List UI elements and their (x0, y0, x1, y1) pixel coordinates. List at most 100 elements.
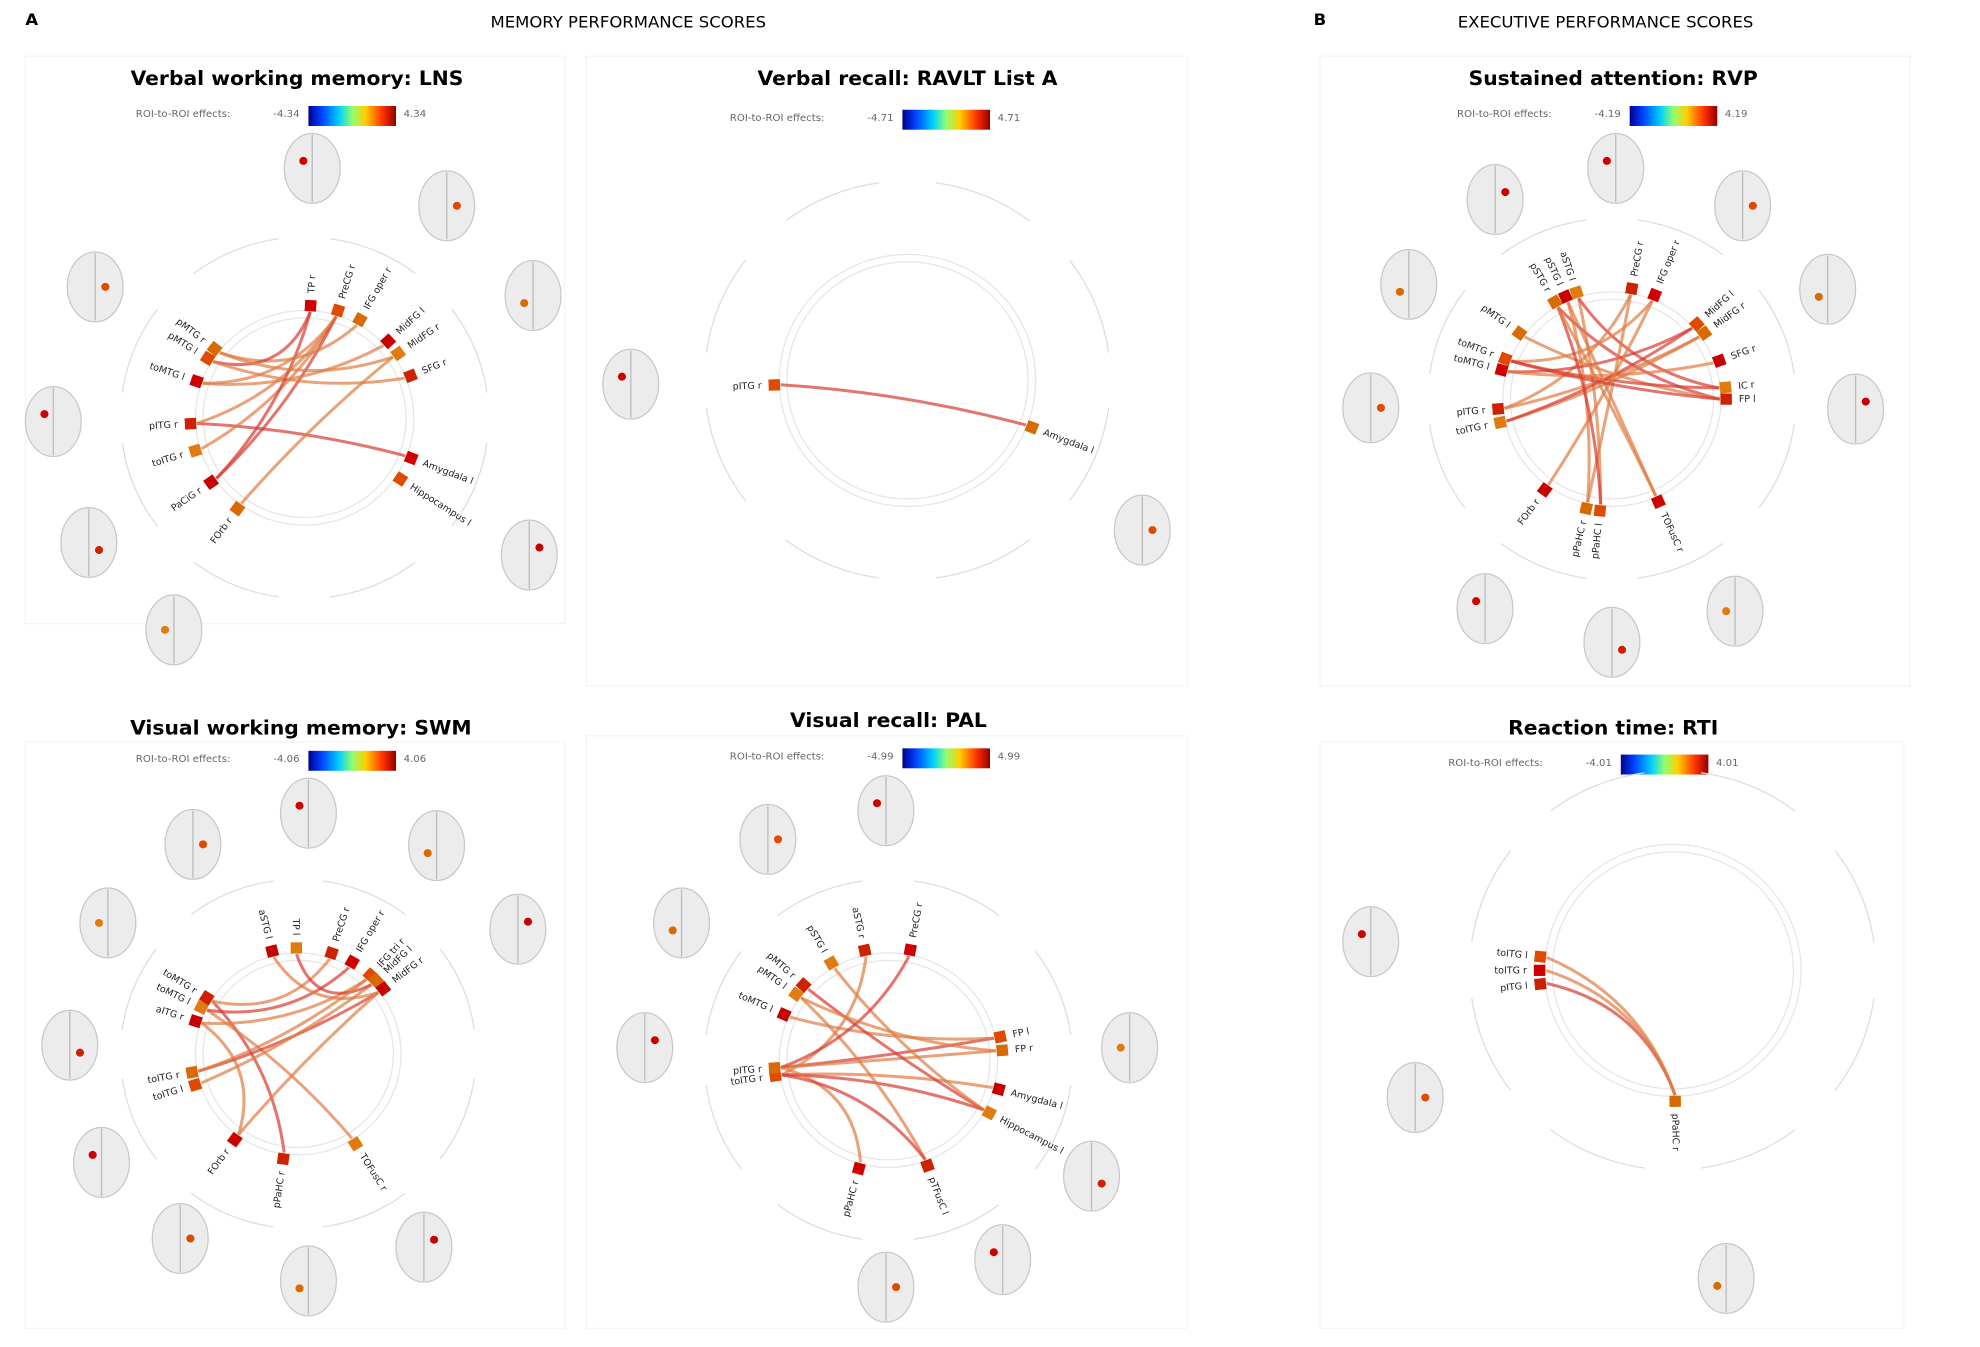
brain-icon (1697, 1242, 1755, 1314)
roi-node (1696, 325, 1713, 341)
colorbar-label: ROI-to-ROI effects: (136, 754, 231, 765)
brain-icon (1587, 132, 1645, 204)
connection (211, 958, 331, 1006)
brain-icon (504, 260, 562, 332)
brain-dot (160, 625, 170, 634)
outer-arc (1471, 998, 1512, 1091)
connectome-plot: Verbal working memory: LNS ROI-to-ROI eff… (24, 55, 566, 666)
brain-icon (1827, 373, 1885, 445)
roi-node (193, 999, 209, 1015)
roi-node (229, 500, 246, 517)
roi-node (1511, 325, 1528, 341)
brain-icon (1583, 606, 1641, 678)
connection (780, 956, 868, 1077)
roi-label: pPaHC l (1590, 523, 1605, 560)
brain-dot (452, 201, 461, 210)
connection (800, 996, 927, 1161)
brain-dot (295, 1284, 304, 1293)
connection (202, 344, 385, 386)
outer-arc (935, 182, 1031, 222)
outer-arc (1429, 289, 1466, 375)
brain-dot (1618, 645, 1627, 654)
brain-icon (279, 1245, 337, 1317)
connection (212, 311, 312, 367)
brain-dot (1116, 1043, 1125, 1052)
roi-label: pITG r (733, 381, 762, 393)
roi-label: toITG r (1494, 966, 1527, 977)
outer-arc (777, 1204, 863, 1240)
colorbar-min: -4.71 (867, 113, 893, 124)
roi-node (330, 303, 346, 318)
colorbar (902, 109, 990, 130)
connection (1577, 297, 1720, 390)
colorbar-label: ROI-to-ROI effects: (730, 113, 825, 124)
brain-icon (1714, 170, 1772, 242)
outer-arc (1550, 772, 1645, 812)
roi-node (203, 474, 219, 491)
connection (201, 978, 368, 1025)
brain-icon (418, 170, 476, 242)
roi-node (788, 986, 805, 1002)
roi-node (1534, 950, 1547, 963)
roi-node (768, 379, 781, 391)
colorbar-max: 4.06 (404, 754, 427, 765)
connection (1510, 359, 1720, 401)
brain-icon (279, 777, 337, 849)
brain-icon (151, 1202, 209, 1275)
connection (1556, 306, 1658, 497)
plot-title: Verbal recall: RAVLT List A (758, 66, 1058, 90)
plot-title: Reaction time: RTI (1508, 716, 1718, 740)
connection (196, 421, 406, 458)
brain-dot (88, 1150, 97, 1159)
colorbar (1629, 106, 1718, 126)
roi-node (851, 1161, 866, 1176)
roi-label: TP l (290, 917, 301, 935)
roi-node (991, 1082, 1006, 1097)
roi-node (290, 942, 303, 954)
plot-title: Sustained attention: RVP (1469, 66, 1758, 90)
connection (780, 955, 911, 1069)
connection (833, 967, 985, 1112)
ring (778, 952, 999, 1169)
figure-content: A MEMORY PERFORMANCE SCORES B EXECUTIVE PER… (24, 10, 1911, 1329)
roi-node (1650, 494, 1666, 510)
roi-node (993, 1030, 1007, 1044)
ring (202, 317, 407, 519)
brain-dot (523, 917, 533, 926)
outer-arc (330, 561, 416, 598)
connection (237, 991, 380, 1136)
connection (212, 360, 405, 385)
roi-node (189, 374, 204, 389)
roi-node (185, 1065, 199, 1079)
roi-node (1491, 402, 1505, 415)
roi-node (324, 946, 339, 961)
connectome-plot: Reaction time: RTI ROI-to-ROI effects: -4.… (1319, 716, 1905, 1329)
brain-dot (1472, 597, 1481, 606)
connection (272, 956, 379, 1000)
brain-dot (75, 1048, 85, 1057)
plot-panel (585, 55, 1188, 687)
connectome-plot: Verbal recall: RAVLT List A ROI-to-ROI ef… (585, 55, 1188, 687)
brain-dot (1097, 1179, 1106, 1188)
connection (295, 953, 372, 995)
roi-node (981, 1105, 998, 1121)
brain-dot (872, 799, 882, 808)
roi-node (795, 977, 812, 993)
outer-arc (322, 880, 406, 915)
outer-arc (1758, 424, 1795, 509)
outer-arc (193, 238, 280, 274)
brain-icon (24, 386, 82, 458)
colorbar (308, 750, 396, 771)
connection (197, 978, 368, 1073)
brain-icon (1466, 164, 1524, 236)
outer-arc (1834, 849, 1875, 943)
outer-arc (1069, 259, 1110, 353)
roi-node (403, 368, 418, 384)
roi-label: pITG r (1456, 405, 1486, 418)
brain-dot (40, 410, 49, 419)
colorbar-min: -4.01 (1586, 758, 1612, 769)
roi-label: FP r (1014, 1043, 1033, 1055)
brain-icon (72, 1126, 131, 1198)
outer-arc (1550, 1129, 1645, 1169)
outer-arc (1701, 772, 1796, 812)
